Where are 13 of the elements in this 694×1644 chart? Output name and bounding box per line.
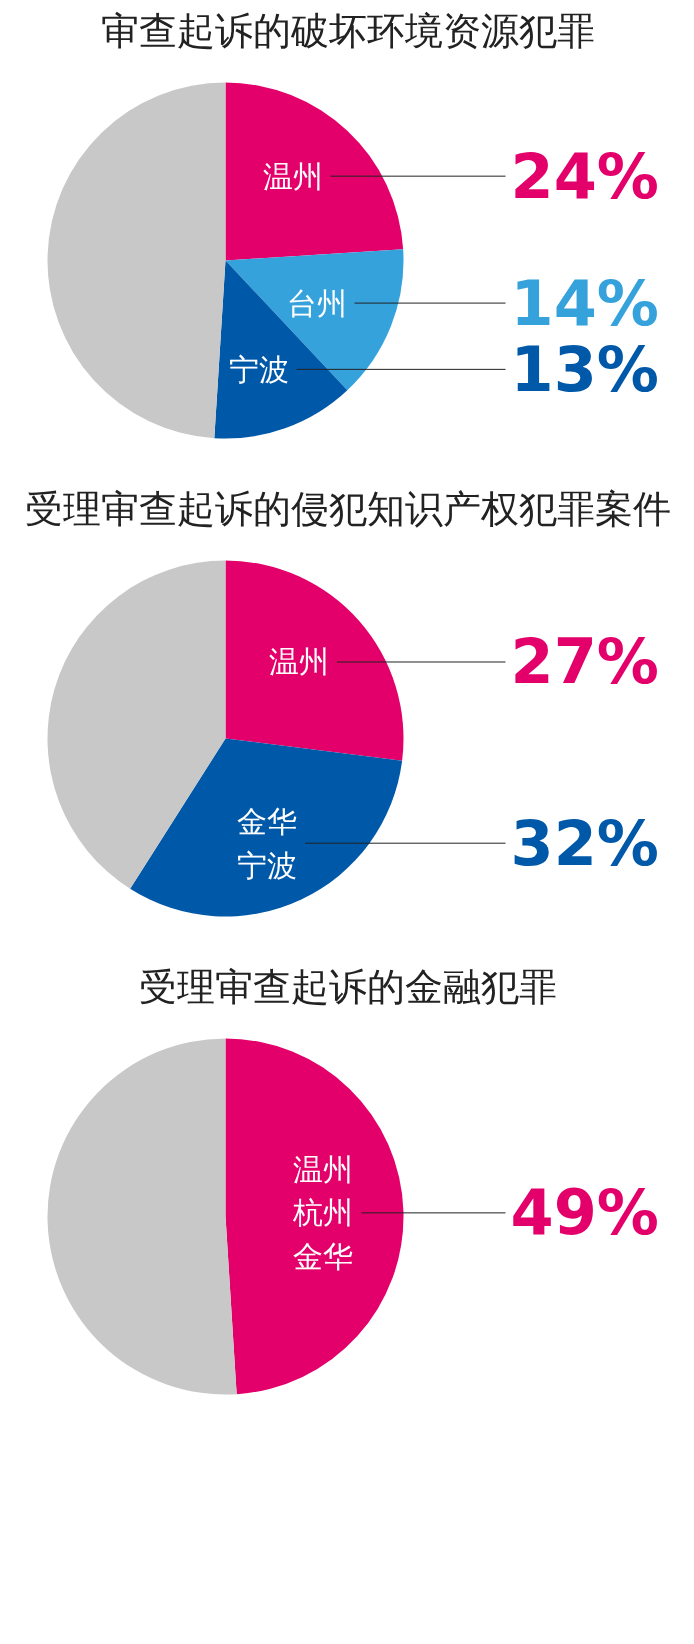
slice-label: 温州 (262, 158, 323, 194)
chart-title: 受理审查起诉的侵犯知识产权犯罪案件 (24, 486, 671, 531)
data-label: 49% (510, 1176, 659, 1250)
slice-label: 温州 (268, 644, 329, 680)
data-label: 32% (510, 806, 659, 880)
slice-label: 宁波 (228, 351, 289, 387)
slice-label: 金华宁波 (237, 803, 298, 883)
slice-label: 温州杭州金华 (292, 1151, 354, 1275)
chart-title: 受理审查起诉的金融犯罪 (138, 964, 557, 1009)
chart-title: 审查起诉的破坏环境资源犯罪 (100, 8, 595, 53)
slice-label: 台州 (286, 285, 347, 321)
data-label: 27% (510, 625, 659, 699)
data-label: 24% (510, 139, 659, 213)
